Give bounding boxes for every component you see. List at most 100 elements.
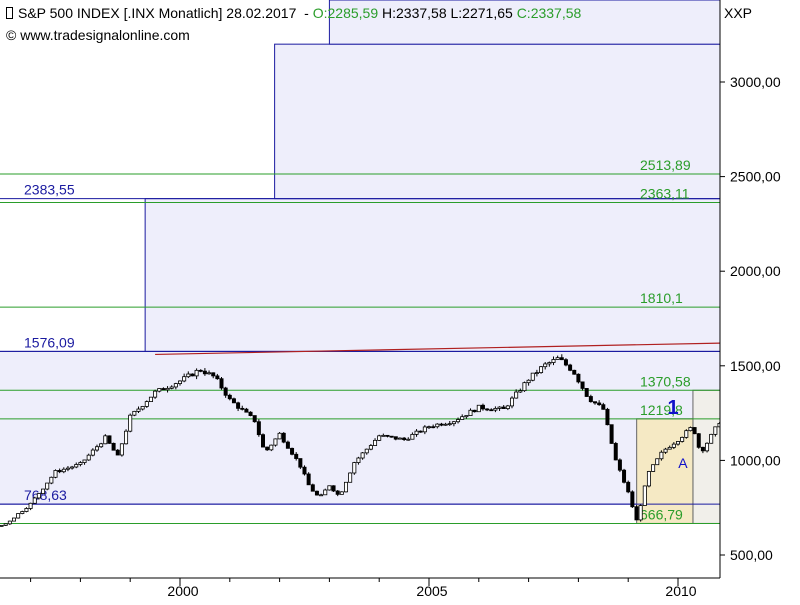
- price-candle: [240, 405, 245, 411]
- candle-body: [563, 359, 568, 366]
- candle-body: [663, 448, 668, 453]
- price-candle: [53, 469, 58, 479]
- price-candle: [497, 406, 502, 411]
- candle-body: [290, 447, 295, 455]
- price-candle: [99, 442, 104, 448]
- candle-body: [327, 485, 332, 491]
- price-candle: [638, 504, 643, 522]
- trend-line: [155, 342, 721, 356]
- candle-body: [667, 446, 672, 450]
- candle-body: [638, 505, 643, 521]
- candle-body: [252, 415, 257, 423]
- price-candle: [273, 438, 278, 447]
- candle-body: [572, 369, 577, 375]
- candle-body: [335, 490, 340, 495]
- candle-body: [373, 439, 378, 446]
- candle-body: [472, 409, 477, 413]
- candle-body: [119, 443, 124, 456]
- candle-body: [124, 430, 129, 445]
- candle-body: [418, 430, 423, 433]
- candle-body: [364, 448, 369, 454]
- price-candle: [451, 421, 456, 427]
- candle-body: [0, 524, 4, 527]
- price-candle: [236, 401, 241, 412]
- candle-body: [530, 372, 535, 381]
- price-candle: [302, 465, 307, 476]
- price-candle: [319, 493, 324, 497]
- candle-body: [3, 523, 8, 526]
- candle-body: [439, 423, 444, 426]
- candle-body: [157, 388, 162, 392]
- price-candle: [518, 388, 523, 393]
- candle-body: [402, 437, 407, 440]
- price-candle: [485, 408, 490, 412]
- level-label-2383,55: 2383,55: [24, 182, 75, 198]
- quote-close: C:2337,58: [516, 5, 582, 21]
- candle-body: [45, 482, 50, 490]
- price-candle: [713, 426, 718, 437]
- price-candle: [49, 476, 54, 485]
- candle-body: [248, 411, 253, 416]
- candle-body: [16, 513, 21, 519]
- price-candle: [28, 502, 33, 511]
- price-candle: [480, 403, 485, 411]
- candle-body: [310, 484, 315, 492]
- price-candle: [227, 393, 232, 401]
- price-candle: [327, 485, 332, 491]
- y-axis-panel: [720, 0, 800, 600]
- price-candle: [244, 407, 249, 413]
- price-candle: [165, 386, 170, 393]
- candle-body: [65, 467, 70, 470]
- price-candle: [705, 442, 710, 453]
- candle-body: [601, 404, 606, 410]
- price-candle: [464, 415, 469, 419]
- price-candle: [543, 362, 548, 370]
- price-candle: [95, 444, 100, 452]
- price-candle: [86, 453, 91, 461]
- price-candle: [659, 450, 664, 461]
- candle-body: [709, 433, 714, 444]
- x-tick-label: 2000: [167, 583, 198, 599]
- price-candle: [634, 505, 639, 521]
- candle-marker-icon: [6, 7, 13, 19]
- candle-body: [269, 444, 274, 451]
- price-candle: [593, 401, 598, 405]
- candle-body: [32, 497, 37, 504]
- candle-body: [7, 520, 12, 525]
- candle-body: [86, 454, 91, 461]
- candle-body: [547, 362, 552, 365]
- price-candle: [539, 365, 544, 374]
- price-candle: [696, 433, 701, 449]
- candle-body: [692, 427, 697, 435]
- y-tick-label: 3000,00: [730, 74, 781, 90]
- price-candle: [489, 408, 494, 412]
- price-candle: [617, 458, 622, 473]
- price-candle: [418, 430, 423, 433]
- price-candle: [700, 446, 705, 454]
- quote-date: 28.02.2017: [226, 5, 297, 21]
- candle-body: [568, 364, 573, 371]
- candle-body: [435, 423, 440, 428]
- candle-body: [493, 408, 498, 411]
- candle-body: [223, 387, 228, 396]
- candle-body: [202, 370, 207, 375]
- candle-body: [136, 408, 141, 412]
- price-candle: [90, 448, 95, 457]
- candle-body: [410, 433, 415, 440]
- price-candle: [32, 496, 37, 504]
- price-candle: [11, 517, 16, 522]
- price-candle: [20, 510, 25, 515]
- price-candle: [456, 417, 461, 424]
- candle-body: [630, 491, 635, 508]
- level-label-2513,89: 2513,89: [640, 157, 691, 173]
- candle-body: [485, 408, 490, 411]
- price-candle: [306, 472, 311, 486]
- candle-body: [397, 437, 402, 440]
- level-label-1219,8: 1219,8: [640, 402, 683, 418]
- candle-body: [107, 435, 112, 444]
- candle-body: [306, 473, 311, 486]
- candle-body: [198, 369, 203, 372]
- price-candle: [613, 441, 618, 461]
- candle-body: [456, 419, 461, 423]
